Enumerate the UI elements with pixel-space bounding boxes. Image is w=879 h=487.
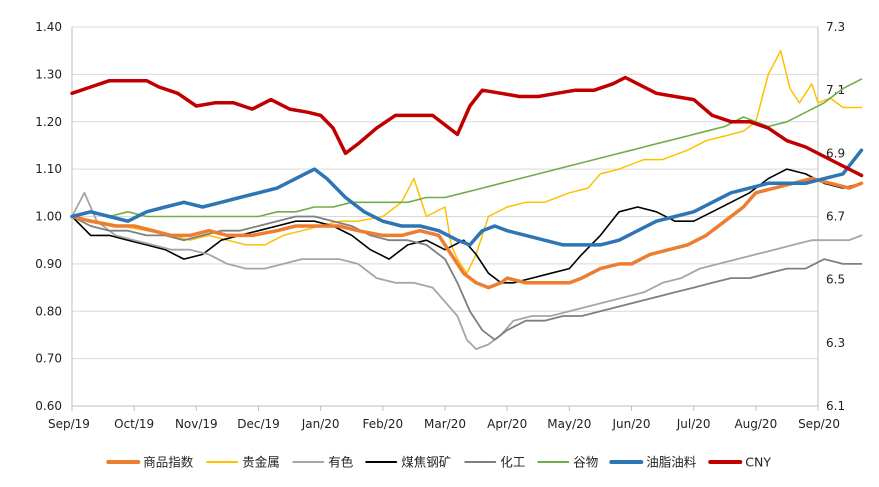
y-right-tick-label: 6.5 [826, 273, 845, 287]
x-tick-label: Feb/20 [363, 417, 404, 431]
y-left-tick-label: 0.70 [35, 352, 62, 366]
series-line-2 [71, 49, 863, 275]
y-left-tick-label: 0.60 [35, 399, 62, 413]
legend-label-3: 有色 [328, 455, 354, 470]
y-left-tick-label: 1.20 [35, 115, 62, 129]
series-line-5 [71, 215, 863, 341]
series-line-1 [70, 176, 864, 290]
x-tick-label: Mar/20 [424, 417, 466, 431]
x-tick-label: Nov/19 [175, 417, 218, 431]
legend-label-2: 贵金属 [242, 455, 280, 470]
legend-label-8: CNY [745, 455, 771, 470]
legend-label-6: 谷物 [573, 455, 598, 470]
legend-label-5: 化工 [500, 455, 525, 470]
series-lines [70, 49, 864, 350]
y-right-tick-label: 6.7 [826, 210, 845, 224]
y-left-tick-label: 0.90 [35, 257, 62, 271]
x-tick-label: May/20 [547, 417, 591, 431]
x-tick-label: Oct/19 [114, 417, 154, 431]
y-left-tick-label: 1.10 [35, 162, 62, 176]
x-tick-label: Jun/20 [611, 417, 650, 431]
x-tick-label: Dec/19 [237, 417, 280, 431]
series-line-7 [70, 148, 864, 247]
legend-label-7: 油脂油料 [646, 455, 697, 470]
x-tick-label: Sep/20 [798, 417, 840, 431]
y-right-tick-label: 6.9 [826, 146, 845, 160]
legend: 商品指数 贵金属 有色 煤焦钢矿 化工 谷物 油脂油料 CNY [106, 455, 771, 470]
x-tick-label: Sep/19 [48, 417, 90, 431]
legend-label-4: 煤焦钢矿 [401, 455, 451, 470]
y-right-tick-label: 7.3 [826, 20, 845, 34]
series-line-4 [71, 168, 863, 284]
y-right-tick-label: 7.1 [826, 83, 845, 97]
y-left-tick-label: 1.00 [35, 210, 62, 224]
x-tick-label: Apr/20 [487, 417, 527, 431]
y-left-tick-label: 0.80 [35, 304, 62, 318]
series-line-6 [71, 78, 863, 218]
y-right-tick-label: 6.3 [826, 336, 845, 350]
x-tick-label: Jan/20 [301, 417, 340, 431]
y-left-tick-label: 1.40 [35, 20, 62, 34]
series-line-3 [71, 191, 863, 350]
axes: 1.40 1.30 1.20 1.10 1.00 0.90 0.80 0.70 0.60 7.3 7… [35, 20, 845, 431]
legend-label-1: 商品指数 [143, 455, 194, 470]
series-line-8 [70, 75, 864, 178]
x-tick-label: Aug/20 [734, 417, 777, 431]
x-tick-label: Jul/20 [676, 417, 711, 431]
y-left-tick-label: 1.30 [35, 67, 62, 81]
y-right-tick-label: 6.1 [826, 399, 845, 413]
